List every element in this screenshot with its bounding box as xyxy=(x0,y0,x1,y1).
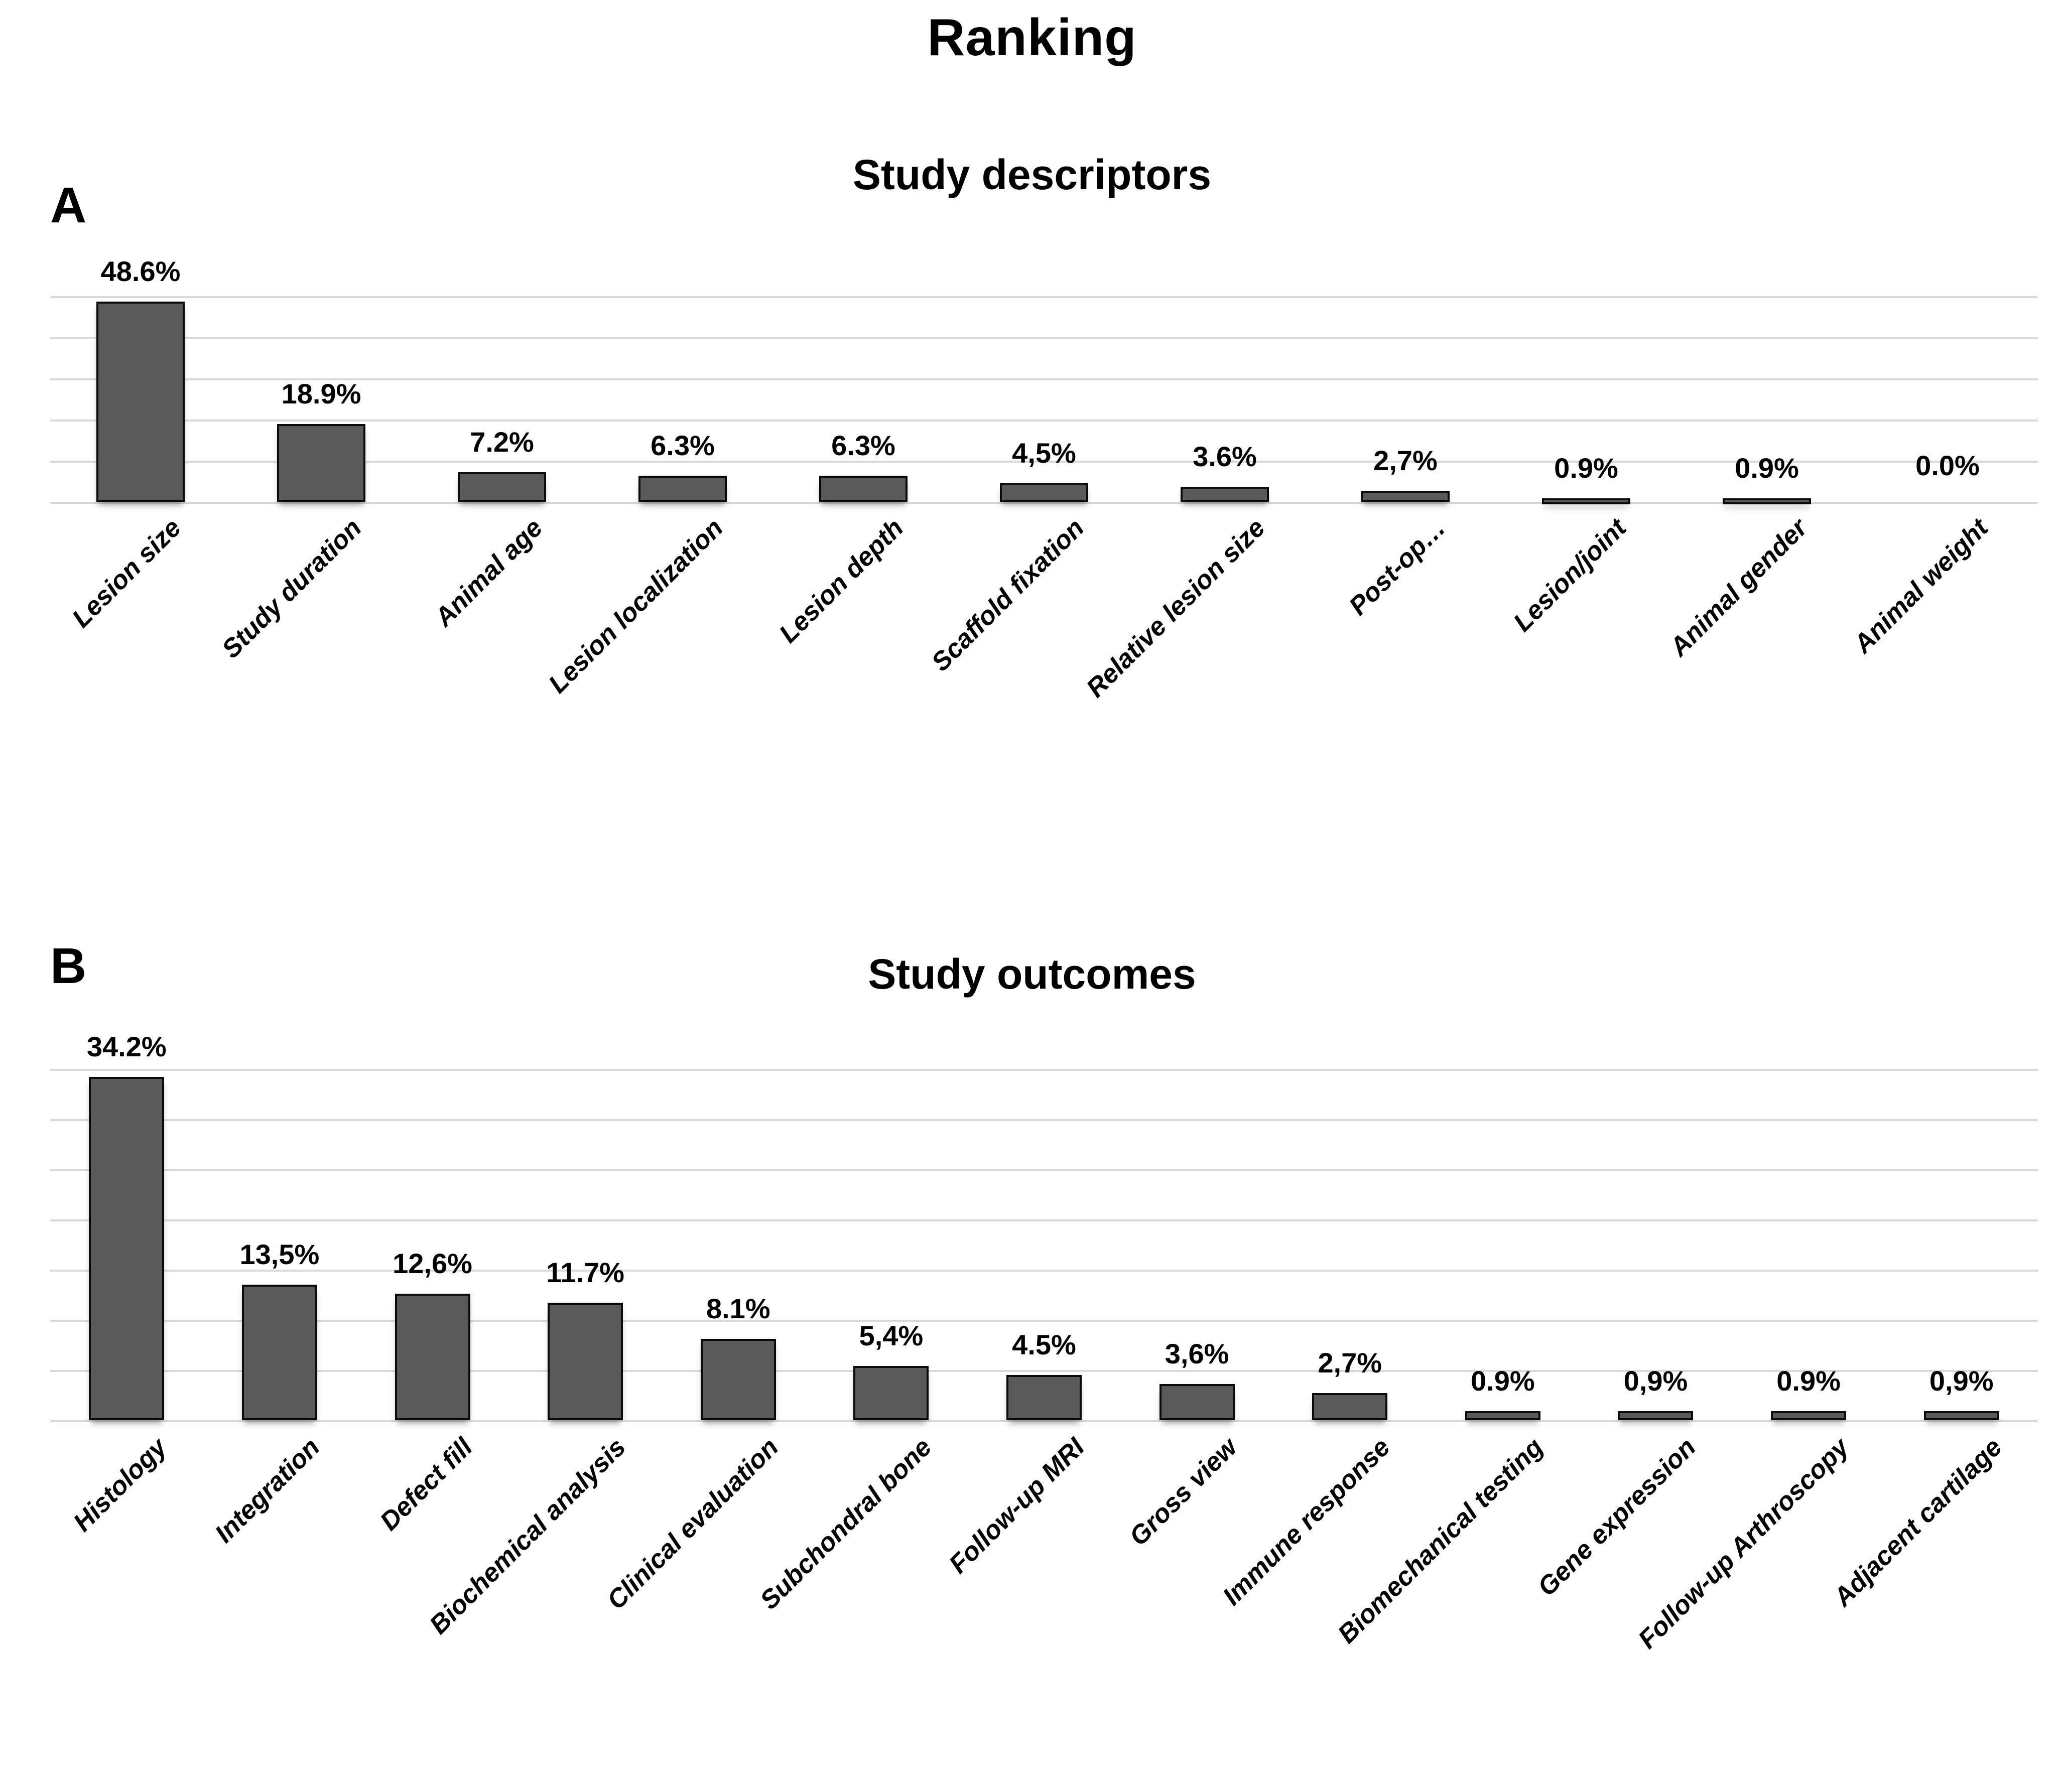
value-label-lesion-joint: 0.9% xyxy=(1554,452,1618,484)
gridline-b-20 xyxy=(50,1219,2038,1221)
panel-b-letter: B xyxy=(50,938,87,994)
x-label-text-histology: Histology xyxy=(68,1432,173,1538)
figure-title: Ranking xyxy=(927,9,1137,67)
x-label-subchondral-bone: Subchondral bone xyxy=(687,1432,937,1615)
gridline-b-35 xyxy=(50,1069,2038,1071)
bar-lesion-size xyxy=(96,302,185,502)
x-label-adjacent-cartilage: Adjacent cartilage xyxy=(1762,1432,2008,1612)
panel-a-title: Study descriptors xyxy=(852,151,1212,198)
gridline-a-40 xyxy=(50,337,2038,339)
value-label-biomechanical-testing: 0.9% xyxy=(1471,1365,1535,1397)
bar-immune-response xyxy=(1312,1393,1388,1420)
x-label-follow-up-mri: Follow-up MRI xyxy=(891,1432,1090,1579)
value-label-lesion-size: 48.6% xyxy=(100,255,181,288)
bar-follow-up-arthroscopy xyxy=(1771,1411,1847,1420)
value-label-gross-view: 3,6% xyxy=(1165,1338,1229,1369)
gridline-b-0 xyxy=(50,1420,2038,1422)
bar-gene-expression xyxy=(1618,1411,1694,1420)
gridline-b-10 xyxy=(50,1320,2038,1322)
value-label-adjacent-cartilage: 0,9% xyxy=(1929,1365,1994,1397)
gridline-a-30 xyxy=(50,378,2038,380)
bar-lesion-joint xyxy=(1542,498,1630,504)
panel-a-letter: A xyxy=(50,177,87,233)
value-label-animal-gender: 0.9% xyxy=(1735,452,1799,484)
gridline-b-5 xyxy=(50,1370,2038,1372)
value-label-immune-response: 2,7% xyxy=(1318,1347,1382,1379)
gridline-a-20 xyxy=(50,420,2038,422)
bar-adjacent-cartilage xyxy=(1923,1411,1999,1420)
gridline-a-10 xyxy=(50,461,2038,463)
bar-animal-gender xyxy=(1723,498,1811,504)
bar-defect-fill xyxy=(395,1294,470,1420)
value-label-animal-age: 7.2% xyxy=(470,426,534,458)
bar-follow-up-mri xyxy=(1006,1375,1082,1420)
bar-lesion-depth xyxy=(819,476,908,502)
x-label-text-adjacent-cartilage: Adjacent cartilage xyxy=(1828,1432,2008,1612)
value-label-histology: 34.2% xyxy=(86,1031,167,1062)
gridline-a-0 xyxy=(50,502,2038,504)
value-label-clinical-evaluation: 8.1% xyxy=(706,1293,770,1324)
value-label-post-op: 2,7% xyxy=(1373,444,1438,476)
x-label-histology: Histology xyxy=(33,1432,173,1538)
gridline-b-30 xyxy=(50,1119,2038,1121)
bar-subchondral-bone xyxy=(853,1366,929,1420)
bar-integration xyxy=(241,1285,317,1420)
value-label-gene-expression: 0,9% xyxy=(1623,1365,1688,1397)
value-label-subchondral-bone: 5,4% xyxy=(859,1320,924,1351)
value-label-follow-up-arthroscopy: 0.9% xyxy=(1776,1365,1841,1397)
x-label-integration: Integration xyxy=(170,1432,326,1549)
value-label-biochemical-analysis: 11.7% xyxy=(546,1257,624,1288)
bar-scaffold-fixation xyxy=(1000,483,1088,502)
bar-histology xyxy=(89,1077,165,1420)
gridline-b-25 xyxy=(50,1169,2038,1171)
gridline-a-50 xyxy=(50,296,2038,298)
bar-biomechanical-testing xyxy=(1465,1411,1540,1420)
x-label-text-integration: Integration xyxy=(209,1432,326,1549)
value-label-scaffold-fixation: 4,5% xyxy=(1012,437,1076,469)
gridline-b-15 xyxy=(50,1270,2038,1272)
value-label-integration: 13,5% xyxy=(239,1238,320,1270)
bar-gross-view xyxy=(1159,1384,1235,1420)
value-label-defect-fill: 12,6% xyxy=(393,1248,472,1279)
value-label-relative-lesion-size: 3.6% xyxy=(1193,441,1257,473)
value-label-study-duration: 18.9% xyxy=(281,378,361,410)
bar-post-op xyxy=(1361,490,1450,502)
bar-relative-lesion-size xyxy=(1181,487,1269,502)
value-label-lesion-depth: 6.3% xyxy=(831,430,895,462)
bar-biochemical-analysis xyxy=(548,1303,623,1420)
bar-animal-age xyxy=(458,472,546,502)
value-label-lesion-localization: 6.3% xyxy=(651,430,715,462)
bar-clinical-evaluation xyxy=(700,1339,776,1420)
value-label-animal-weight: 0.0% xyxy=(1915,450,1980,481)
bar-lesion-localization xyxy=(638,476,727,502)
bar-study-duration xyxy=(277,424,365,502)
value-label-follow-up-mri: 4.5% xyxy=(1012,1329,1076,1360)
panel-b-title: Study outcomes xyxy=(868,950,1196,998)
x-label-text-follow-up-mri: Follow-up MRI xyxy=(943,1432,1090,1579)
